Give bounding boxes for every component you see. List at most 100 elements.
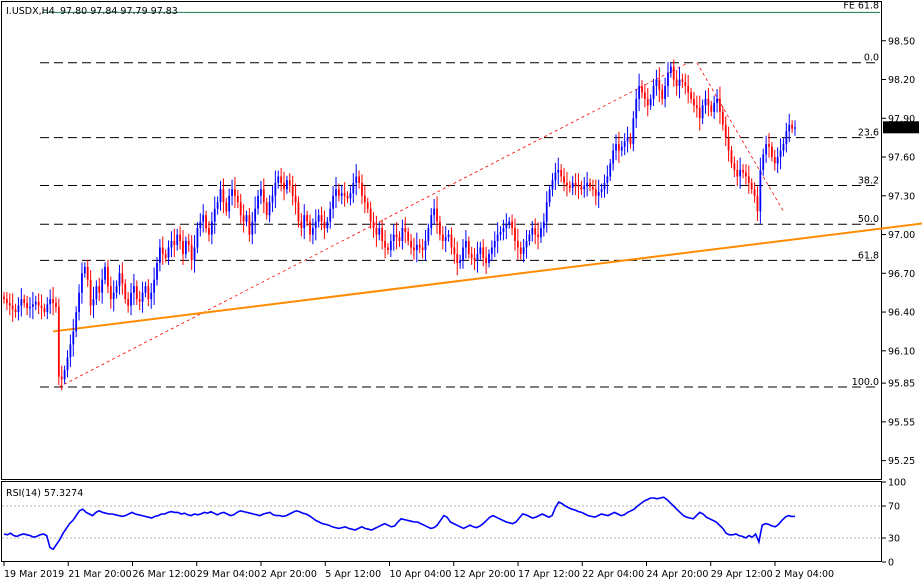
- candle-body: [545, 202, 548, 222]
- candle-body: [597, 191, 600, 196]
- candle-body: [794, 127, 796, 129]
- candle-body: [698, 107, 701, 119]
- candle-body: [190, 244, 193, 261]
- candle-body: [147, 286, 150, 300]
- price-tick-label: 96.70: [888, 269, 915, 280]
- candle-body: [89, 279, 92, 306]
- candle-body: [554, 172, 557, 181]
- time-tick-label: 2 Apr 20:00: [261, 569, 317, 580]
- rsi-title: RSI(14) 57.3274: [6, 488, 83, 499]
- candle-body: [560, 169, 563, 177]
- candle-body: [3, 296, 5, 300]
- candle-body: [26, 303, 28, 309]
- candle-body: [719, 98, 721, 112]
- candle-body: [361, 182, 363, 196]
- candle-body: [603, 182, 606, 190]
- candle-body: [182, 241, 184, 254]
- candle-body: [441, 234, 444, 241]
- candle-body: [291, 185, 294, 196]
- candle-body: [768, 144, 770, 147]
- candle-body: [528, 234, 531, 241]
- candle-body: [557, 169, 560, 173]
- candle-body: [470, 253, 473, 258]
- candle-body: [638, 85, 641, 99]
- candle-body: [283, 182, 285, 190]
- candle-body: [288, 180, 291, 186]
- candle-body: [173, 241, 176, 245]
- candle-body: [309, 221, 311, 235]
- candle-body: [773, 157, 776, 164]
- last-price-label: 97.83: [887, 123, 914, 134]
- candle-body: [482, 247, 485, 258]
- last-price-box: [883, 121, 919, 134]
- candle-body: [17, 305, 20, 313]
- candle-body: [678, 79, 681, 86]
- candle-body: [493, 241, 496, 248]
- candle-body: [271, 195, 274, 203]
- candle-body: [34, 301, 37, 305]
- swing-line-down: [696, 62, 784, 212]
- candle-body: [727, 137, 730, 151]
- candle-body: [788, 124, 791, 132]
- candle-body: [404, 228, 407, 232]
- candle-body: [779, 150, 782, 158]
- candle-body: [436, 208, 438, 222]
- candle-body: [707, 98, 710, 106]
- candle-body: [352, 182, 355, 194]
- candle-body: [23, 299, 26, 304]
- candle-body: [609, 163, 612, 177]
- candle-body: [531, 228, 534, 235]
- candle-body: [750, 182, 753, 190]
- candle-body: [568, 185, 571, 189]
- candle-body: [323, 221, 326, 229]
- candle-body: [473, 257, 476, 261]
- rsi-tick-label: 70: [888, 502, 900, 513]
- candle-body: [615, 144, 617, 151]
- candle-body: [739, 169, 742, 177]
- candle-body: [747, 176, 750, 183]
- candle-body: [346, 195, 349, 199]
- candle-body: [439, 221, 441, 235]
- candle-body: [655, 79, 658, 86]
- candle-body: [133, 286, 135, 293]
- price-axis: 98.50 98.20 97.90 97.60 97.30 97.00 96.70 96.40…: [882, 36, 915, 467]
- candle-body: [375, 228, 378, 235]
- time-tick-label: 10 Apr 04:00: [390, 569, 452, 580]
- candle-body: [314, 221, 317, 229]
- candle-body: [303, 215, 306, 229]
- fib-level-label: 38.2: [858, 175, 879, 186]
- candle-body: [514, 228, 516, 241]
- candle-body: [355, 176, 358, 183]
- candle-body: [228, 195, 231, 212]
- candle-body: [592, 186, 594, 190]
- last-price-tag: 97.83: [883, 121, 919, 134]
- candle-body: [589, 182, 591, 187]
- candle-body: [721, 111, 724, 125]
- candle-body: [219, 189, 222, 203]
- candle-body: [234, 189, 236, 196]
- candle-body: [187, 241, 190, 245]
- price-tick-label: 98.20: [888, 75, 915, 86]
- candle-body: [78, 292, 80, 313]
- candle-body: [479, 247, 482, 254]
- candle-body: [574, 182, 577, 186]
- candle-body: [695, 105, 698, 108]
- candle-body: [791, 124, 794, 129]
- candle-body: [522, 247, 525, 254]
- candle-body: [765, 144, 768, 155]
- candle-body: [505, 224, 508, 229]
- candle-body: [427, 228, 430, 241]
- candle-body: [612, 150, 615, 164]
- candle-body: [551, 180, 554, 190]
- candle-body: [511, 221, 513, 229]
- candle-body: [502, 228, 505, 232]
- candle-body: [326, 221, 329, 229]
- candle-body: [690, 92, 692, 99]
- candle-body: [199, 221, 202, 229]
- candle-body: [5, 299, 8, 304]
- candle-body: [118, 273, 121, 287]
- candle-body: [641, 85, 643, 93]
- candle-body: [447, 234, 450, 238]
- fibonacci-fan-lines: [58, 62, 784, 388]
- candle-body: [167, 247, 170, 258]
